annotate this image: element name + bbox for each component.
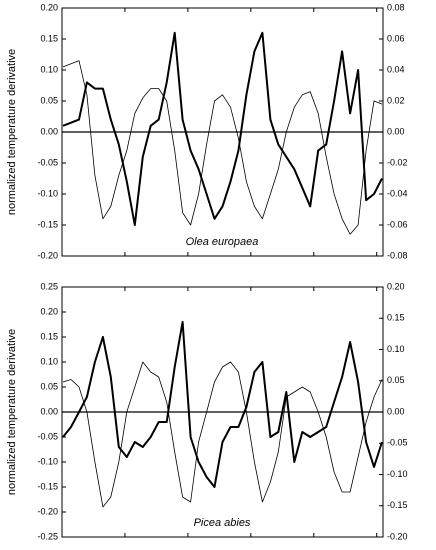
y-tick-label: 0.20 <box>40 2 58 12</box>
y-tick-label: 0.15 <box>40 33 58 43</box>
y-tick-label: -0.10 <box>37 188 58 198</box>
y-tick-label: -0.20 <box>37 506 58 516</box>
y-tick-label: -0.10 <box>37 456 58 466</box>
y2-tick-label: -0.15 <box>387 500 408 510</box>
y-tick-label: 0.10 <box>40 356 58 366</box>
y2-tick-label: 0.05 <box>387 375 405 385</box>
y-tick-label: 0.00 <box>40 406 58 416</box>
y-tick-label: -0.15 <box>37 219 58 229</box>
y2-tick-label: 0.00 <box>387 406 405 416</box>
y2-tick-label: 0.06 <box>387 33 405 43</box>
data-line <box>62 321 383 488</box>
y-tick-label: 0.15 <box>40 331 58 341</box>
y2-tick-label: 0.00 <box>387 126 405 136</box>
y2-tick-label: 0.04 <box>387 64 405 74</box>
y2-tick-label: -0.06 <box>387 219 408 229</box>
y-tick-label: 0.05 <box>40 95 58 105</box>
y2-tick-label: -0.08 <box>387 250 408 260</box>
y-tick-label: 0.25 <box>40 281 58 291</box>
data-line <box>62 361 383 508</box>
y-tick-label: -0.25 <box>37 531 58 541</box>
y2-tick-label: 0.08 <box>387 2 405 12</box>
y-tick-label: 0.00 <box>40 126 58 136</box>
y2-tick-label: 0.02 <box>387 95 405 105</box>
annotation: Picea abies <box>194 517 251 529</box>
y-tick-label: -0.15 <box>37 481 58 491</box>
y2-tick-label: 0.10 <box>387 344 405 354</box>
y-axis-label: normalized temperature derivative <box>6 329 18 495</box>
y-tick-label: -0.20 <box>37 250 58 260</box>
y2-tick-label: -0.10 <box>387 469 408 479</box>
y-axis-label: normalized temperature derivative <box>6 49 18 215</box>
y-tick-label: -0.05 <box>37 157 58 167</box>
data-line <box>62 31 383 226</box>
y2-tick-label: -0.05 <box>387 438 408 448</box>
annotation: Olea europaea <box>186 236 259 248</box>
y2-tick-label: -0.20 <box>387 531 408 541</box>
y2-tick-label: -0.02 <box>387 157 408 167</box>
y-tick-label: 0.20 <box>40 306 58 316</box>
y2-tick-label: 0.20 <box>387 281 405 291</box>
y-tick-label: 0.10 <box>40 64 58 74</box>
y-tick-label: -0.05 <box>37 431 58 441</box>
y2-tick-label: -0.04 <box>387 188 408 198</box>
y2-tick-label: 0.15 <box>387 313 405 323</box>
y-tick-label: 0.05 <box>40 381 58 391</box>
data-line <box>62 60 383 235</box>
